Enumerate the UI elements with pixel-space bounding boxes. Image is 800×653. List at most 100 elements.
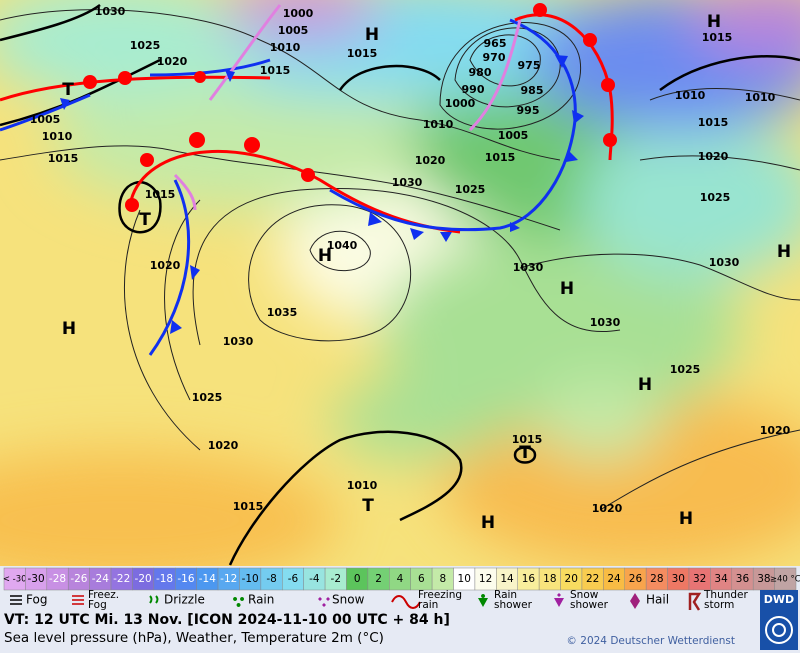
- dwd-logo-swirl-inner: [772, 623, 786, 637]
- temperature-label: -12: [220, 573, 237, 585]
- isobar-label: 1020: [208, 439, 239, 452]
- isobar-label: 1005: [498, 129, 529, 142]
- isobar-label: 1020: [415, 154, 446, 167]
- pressure-center: H: [707, 12, 721, 32]
- copyright: © 2024 Deutscher Wetterdienst: [566, 635, 735, 647]
- temperature-label: 4: [397, 573, 404, 585]
- temperature-label: -14: [199, 573, 216, 585]
- temperature-label: 34: [714, 573, 728, 585]
- isobar-label: 1020: [592, 502, 623, 515]
- temperature-label: 0: [354, 573, 361, 585]
- isobar-label: 1030: [95, 5, 126, 18]
- temperature-field: [0, 0, 800, 566]
- weather-legend-label: Hail: [646, 593, 669, 607]
- isobar-label: 990: [462, 83, 485, 96]
- pressure-center: H: [62, 319, 76, 339]
- temperature-label: 24: [607, 573, 621, 585]
- isobar-label: 1025: [130, 39, 161, 52]
- isobar-label: 1000: [445, 97, 476, 110]
- pressure-center: T: [519, 443, 531, 463]
- isobar-label: 1040: [327, 239, 358, 252]
- temperature-label: 14: [500, 573, 514, 585]
- isobar-label: 980: [469, 66, 492, 79]
- isobar-label: 1035: [267, 306, 298, 319]
- pressure-center: H: [560, 279, 574, 299]
- isobar-label: 1015: [485, 151, 516, 164]
- isobar-label: 1015: [702, 31, 733, 44]
- weather-legend-label: Freez.: [88, 589, 119, 601]
- weather-legend-label: Drizzle: [164, 593, 205, 607]
- isobar-label: 1030: [709, 256, 740, 269]
- temperature-label: 26: [629, 573, 643, 585]
- isobar-label: 1030: [392, 176, 423, 189]
- dwd-logo: [760, 590, 798, 650]
- temperature-label: 10: [458, 573, 471, 585]
- temperature-label: 30: [672, 573, 685, 585]
- temperature-label: 16: [522, 573, 536, 585]
- isobar-label: 1015: [698, 116, 729, 129]
- isobar-label: 1015: [260, 64, 291, 77]
- pressure-center: T: [139, 210, 151, 230]
- temperature-label: 36: [736, 573, 750, 585]
- isobar-label: 985: [521, 84, 544, 97]
- pressure-center: H: [679, 509, 693, 529]
- temperature-label: < -30: [3, 575, 27, 585]
- isobar-label: 965: [484, 37, 507, 50]
- temperature-label: 38: [757, 573, 770, 585]
- temperature-label: -6: [288, 573, 299, 585]
- temperature-label: 28: [650, 573, 663, 585]
- isobar-label: 1020: [698, 150, 729, 163]
- isobar-label: 1030: [513, 261, 544, 274]
- isobar-label: 1030: [590, 316, 621, 329]
- weather-legend-label: Rain: [248, 593, 274, 607]
- temperature-label: -16: [177, 573, 194, 585]
- isobar-label: 1015: [233, 500, 264, 513]
- weather-legend-label: rain: [418, 599, 438, 611]
- pressure-center: H: [777, 242, 791, 262]
- isobar-label: 1010: [347, 479, 378, 492]
- map-labels: 1030 1025 1020 1005 1010 1015 1015 1020 1040 1035…: [30, 5, 791, 533]
- pressure-center: H: [365, 25, 379, 45]
- weather-legend-label: Snow: [332, 593, 365, 607]
- isobar-label: 1025: [700, 191, 731, 204]
- hail-icon: [630, 593, 640, 609]
- isobar-label: 1010: [42, 130, 73, 143]
- isobar-label: 1015: [48, 152, 79, 165]
- dwd-logo-swirl: [765, 616, 793, 644]
- fronts: [0, 3, 617, 356]
- temperature-colorbar: < -30 -30 -28 -26 -24 -22 -20 -18 -16 -14 -12 -10 -8…: [3, 567, 800, 591]
- isobar-label: 1020: [760, 424, 791, 437]
- weather-legend-label: Rain: [494, 589, 517, 601]
- snow-shower-icon: [554, 593, 564, 607]
- temperature-label: 8: [439, 573, 446, 585]
- isobar-label: 975: [518, 59, 541, 72]
- temperature-label: -2: [331, 573, 341, 585]
- temperature-label: -20: [135, 573, 152, 585]
- isobar-label: 1025: [455, 183, 486, 196]
- isobar-label: 1030: [223, 335, 254, 348]
- temperature-label: -26: [70, 573, 87, 585]
- temperature-label: 22: [586, 573, 599, 585]
- weather-legend-label: shower: [494, 599, 533, 611]
- map: 1030 1025 1020 1005 1010 1015 1015 1020 1040 1035…: [0, 0, 800, 566]
- rain-icon: [233, 597, 245, 607]
- isobar-label: 1020: [150, 259, 181, 272]
- isobar-label: 1010: [423, 118, 454, 131]
- temperature-label: -22: [113, 573, 130, 585]
- thunderstorm-icon: [688, 592, 702, 611]
- temperature-label: -4: [309, 573, 320, 585]
- isobar-label: 1015: [512, 433, 543, 446]
- weather-legend-label: Freezing: [418, 589, 462, 601]
- temperature-label: 20: [565, 573, 578, 585]
- weather-legend-label: Fog: [88, 599, 107, 611]
- rain-shower-icon: [478, 594, 488, 607]
- isobar-label: 1010: [745, 91, 776, 104]
- description: Sea level pressure (hPa), Weather, Tempe…: [4, 630, 384, 646]
- pressure-center: H: [638, 375, 652, 395]
- temperature-label: -10: [242, 573, 259, 585]
- weather-legend-label: Thunder: [703, 589, 749, 601]
- temperature-label: 6: [418, 573, 425, 585]
- isobar-label: 1000: [283, 7, 314, 20]
- temperature-label: 32: [693, 573, 706, 585]
